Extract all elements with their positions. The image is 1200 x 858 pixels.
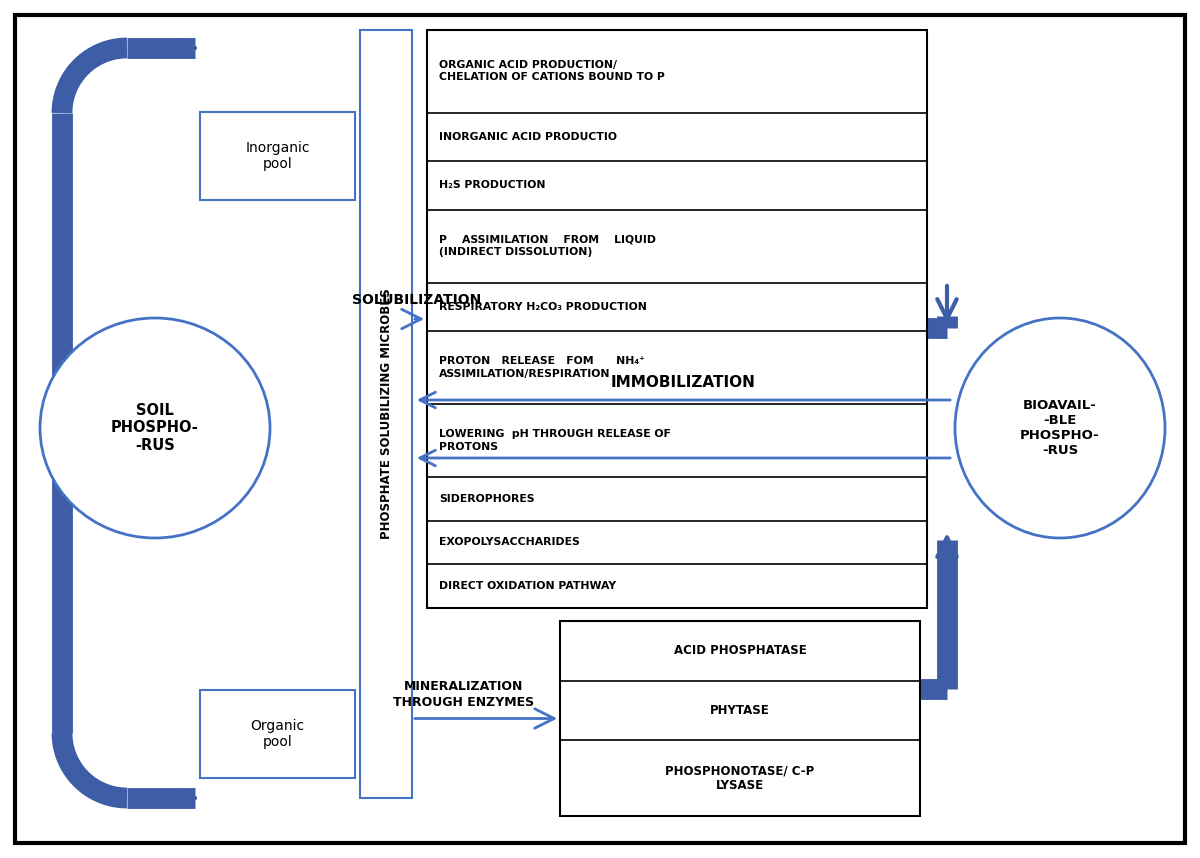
Bar bbox=[560, 621, 920, 816]
Ellipse shape bbox=[40, 318, 270, 538]
Text: INORGANIC ACID PRODUCTIO: INORGANIC ACID PRODUCTIO bbox=[439, 132, 617, 142]
Text: H₂S PRODUCTION: H₂S PRODUCTION bbox=[439, 180, 546, 190]
Text: MINERALIZATION
THROUGH ENZYMES: MINERALIZATION THROUGH ENZYMES bbox=[394, 680, 534, 709]
Ellipse shape bbox=[955, 318, 1165, 538]
Text: SOLUBILIZATION: SOLUBILIZATION bbox=[352, 293, 481, 307]
Bar bbox=[200, 690, 355, 778]
Bar bbox=[360, 30, 412, 798]
Text: PHOSPHATE SOLUBILIZING MICROBES: PHOSPHATE SOLUBILIZING MICROBES bbox=[379, 288, 392, 540]
Text: Organic
pool: Organic pool bbox=[251, 719, 305, 749]
Text: PHYTASE: PHYTASE bbox=[710, 704, 770, 717]
Text: ORGANIC ACID PRODUCTION/
CHELATION OF CATIONS BOUND TO P: ORGANIC ACID PRODUCTION/ CHELATION OF CA… bbox=[439, 60, 665, 82]
Text: SIDEROPHORES: SIDEROPHORES bbox=[439, 493, 534, 504]
Text: P    ASSIMILATION    FROM    LIQUID
(INDIRECT DISSOLUTION): P ASSIMILATION FROM LIQUID (INDIRECT DIS… bbox=[439, 235, 656, 257]
Text: EXOPOLYSACCHARIDES: EXOPOLYSACCHARIDES bbox=[439, 537, 580, 547]
Bar bbox=[200, 112, 355, 200]
Text: ACID PHOSPHATASE: ACID PHOSPHATASE bbox=[673, 644, 806, 657]
Text: PHOSPHONOTASE/ C-P
LYSASE: PHOSPHONOTASE/ C-P LYSASE bbox=[665, 764, 815, 792]
Text: DIRECT OXIDATION PATHWAY: DIRECT OXIDATION PATHWAY bbox=[439, 581, 616, 591]
Text: IMMOBILIZATION: IMMOBILIZATION bbox=[611, 375, 756, 390]
Text: BIOAVAIL-
-BLE
PHOSPHO-
-RUS: BIOAVAIL- -BLE PHOSPHO- -RUS bbox=[1020, 399, 1100, 457]
Text: RESPIRATORY H₂CO₃ PRODUCTION: RESPIRATORY H₂CO₃ PRODUCTION bbox=[439, 302, 647, 311]
Text: LOWERING  pH THROUGH RELEASE OF
PROTONS: LOWERING pH THROUGH RELEASE OF PROTONS bbox=[439, 429, 671, 451]
Text: PROTON   RELEASE   FOM      NH₄⁺
ASSIMILATION/RESPIRATION: PROTON RELEASE FOM NH₄⁺ ASSIMILATION/RES… bbox=[439, 356, 644, 378]
Bar bbox=[427, 30, 928, 608]
Text: SOIL
PHOSPHO-
-RUS: SOIL PHOSPHO- -RUS bbox=[112, 403, 199, 453]
Text: Inorganic
pool: Inorganic pool bbox=[245, 141, 310, 171]
